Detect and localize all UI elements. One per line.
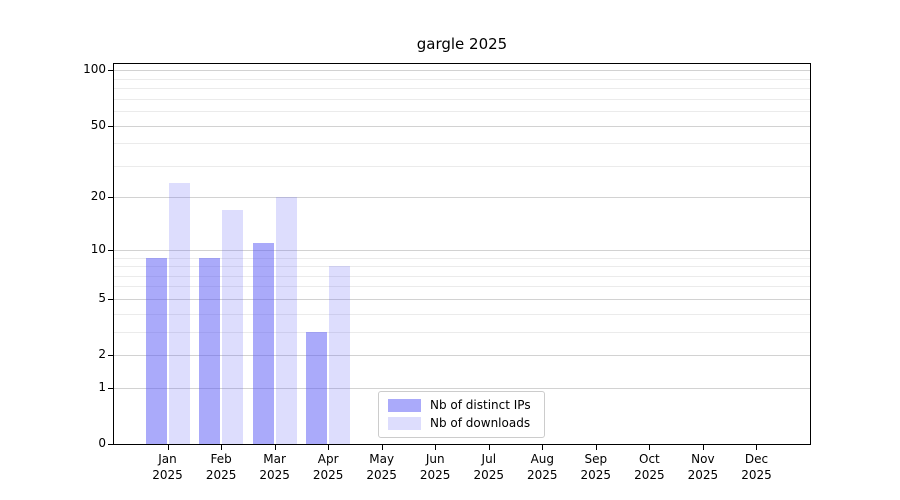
- major-gridline-50: [114, 125, 810, 127]
- major-gridline-20: [114, 197, 810, 199]
- minor-gridline-4: [114, 313, 810, 315]
- bars-layer: [114, 64, 810, 444]
- x-tick-mark-oct: [649, 445, 650, 450]
- y-tick-label-100: 100: [83, 62, 106, 77]
- x-tick-mark-jul: [489, 445, 490, 450]
- x-tick-label-mar: Mar 2025: [259, 452, 290, 482]
- major-gridline-10: [114, 249, 810, 251]
- legend-swatch-downloads: [388, 416, 421, 430]
- y-tick-label-2: 2: [98, 347, 106, 361]
- x-tick-label-aug: Aug 2025: [527, 452, 558, 482]
- y-tick-mark-2: [108, 355, 114, 356]
- minor-gridline-8: [114, 266, 810, 267]
- minor-gridline-9: [114, 257, 810, 259]
- minor-gridline-3: [114, 331, 810, 333]
- major-gridline-1: [114, 387, 810, 389]
- minor-gridline-70: [114, 98, 810, 100]
- y-tick-label-20: 20: [90, 189, 106, 204]
- bar-downloads-feb: [222, 209, 244, 444]
- x-tick-label-jun: Jun 2025: [419, 452, 451, 482]
- y-tick-label-1: 1: [98, 379, 106, 394]
- x-tick-mark-jan: [168, 445, 169, 450]
- minor-gridline-80: [114, 88, 810, 89]
- x-tick-mark-jun: [435, 445, 436, 450]
- legend-label-downloads: Nb of downloads: [430, 416, 531, 430]
- y-tick-label-0: 0: [98, 436, 106, 450]
- x-tick-mark-aug: [542, 445, 543, 450]
- major-gridline-2: [114, 355, 810, 356]
- x-tick-label-feb: Feb 2025: [205, 452, 237, 482]
- x-tick-label-may: May 2025: [366, 452, 397, 482]
- bar-downloads-jan: [168, 183, 190, 444]
- y-tick-mark-100: [108, 70, 114, 71]
- gridlines-layer: [114, 64, 810, 444]
- minor-gridline-90: [114, 78, 810, 80]
- legend-row-downloads: Nb of downloads: [388, 416, 533, 430]
- x-tick-label-dec: Dec 2025: [741, 452, 772, 482]
- legend-row-distinct-ips: Nb of distinct IPs: [388, 398, 533, 412]
- bar-distinct-ips-feb: [199, 257, 221, 444]
- x-tick-label-nov: Nov 2025: [687, 452, 719, 482]
- plot-area: Nb of distinct IPs Nb of downloads: [113, 63, 811, 445]
- x-tick-mark-mar: [275, 445, 276, 450]
- x-tick-label-sep: Sep 2025: [580, 452, 612, 482]
- major-gridline-100: [114, 70, 810, 72]
- minor-gridline-6: [114, 286, 810, 288]
- minor-gridline-40: [114, 143, 810, 145]
- x-tick-label-apr: Apr 2025: [312, 452, 344, 482]
- x-tick-mark-feb: [221, 445, 222, 450]
- legend-label-distinct-ips: Nb of distinct IPs: [430, 398, 531, 412]
- x-tick-label-jul: Jul 2025: [473, 452, 505, 482]
- x-tick-mark-apr: [328, 445, 329, 450]
- x-tick-mark-may: [382, 445, 383, 450]
- y-tick-mark-0: [108, 444, 114, 445]
- bar-distinct-ips-apr: [306, 331, 328, 444]
- legend-swatch-distinct-ips: [388, 398, 421, 412]
- x-tick-mark-dec: [756, 445, 757, 450]
- y-tick-mark-1: [108, 388, 114, 389]
- minor-gridline-30: [114, 165, 810, 167]
- bar-distinct-ips-jan: [145, 257, 167, 444]
- major-gridline-5: [114, 298, 810, 300]
- y-tick-mark-10: [108, 250, 114, 251]
- x-tick-mark-nov: [703, 445, 704, 450]
- y-tick-label-50: 50: [90, 117, 106, 132]
- minor-gridline-7: [114, 275, 810, 277]
- y-tick-label-10: 10: [90, 241, 106, 256]
- x-tick-label-jan: Jan 2025: [152, 452, 183, 482]
- y-tick-mark-5: [108, 299, 114, 300]
- bar-downloads-apr: [329, 266, 351, 444]
- x-tick-label-oct: Oct 2025: [634, 452, 665, 482]
- y-tick-label-5: 5: [98, 290, 106, 305]
- bar-distinct-ips-mar: [252, 242, 274, 444]
- x-tick-mark-sep: [596, 445, 597, 450]
- bar-downloads-mar: [275, 197, 297, 444]
- minor-gridline-60: [114, 111, 810, 112]
- y-tick-mark-20: [108, 197, 114, 198]
- legend: Nb of distinct IPs Nb of downloads: [378, 391, 545, 438]
- chart-title: gargle 2025: [416, 35, 508, 53]
- y-tick-mark-50: [108, 126, 114, 127]
